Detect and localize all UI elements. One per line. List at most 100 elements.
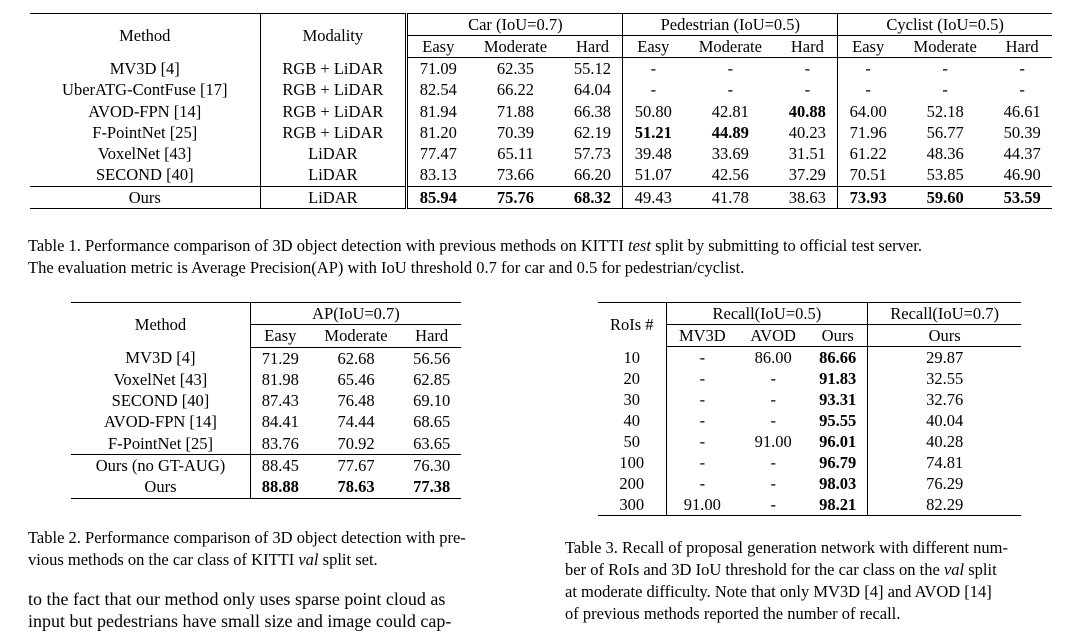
caption-text: at moderate difficulty. Note that only M…: [565, 582, 992, 601]
table-row: 20 - - 91.83 32.55: [598, 368, 1021, 389]
value-cell: -: [1019, 80, 1025, 100]
rois-cell: 200: [598, 473, 667, 494]
value-cell: 76.48: [337, 391, 375, 411]
value-cell: 42.56: [711, 165, 749, 185]
t3-header-recall-05: Recall(IoU=0.5): [666, 302, 869, 325]
value-cell: 88.45: [250, 454, 310, 477]
table-row: 100 - - 96.79 74.81: [598, 452, 1021, 473]
value-cell: 51.21: [634, 122, 672, 142]
value-cell: -: [770, 474, 776, 493]
value-cell: -: [777, 79, 839, 101]
value-cell: 31.51: [777, 143, 839, 165]
value-cell: 82.54: [419, 80, 457, 100]
value-cell: 65.11: [497, 144, 534, 164]
value-cell: 91.83: [808, 368, 869, 389]
caption-text: Table 1. Performance comparison of 3D ob…: [28, 236, 629, 255]
value-cell: -: [699, 348, 706, 367]
caption-text: vious methods on the car class of KITTI: [28, 550, 299, 569]
t1-header-modality: Modality: [260, 13, 409, 58]
table-row: Ours 88.88 78.63 77.38: [71, 476, 461, 499]
value-cell: 69.10: [413, 391, 451, 411]
value-cell: 62.19: [562, 121, 624, 144]
modality-cell: RGB + LiDAR: [260, 121, 409, 144]
value-cell: -: [770, 369, 776, 388]
method-cell: F-PointNet [25]: [30, 121, 261, 144]
value-cell: 65.46: [337, 369, 375, 389]
value-cell: -: [770, 453, 776, 472]
value-cell: 49.43: [622, 185, 684, 209]
value-cell: 61.22: [849, 144, 887, 164]
value-cell: 32.55: [926, 369, 964, 388]
t1-header-method: Method: [30, 13, 261, 58]
value-cell: 62.35: [496, 59, 535, 78]
table-row: 30 - - 93.31 32.76: [598, 389, 1021, 410]
value-cell: 59.60: [898, 185, 993, 209]
value-cell: -: [777, 57, 839, 80]
value-cell: 91.00: [683, 495, 721, 514]
rois-cell: 300: [598, 494, 667, 516]
value-cell: 95.55: [808, 410, 869, 431]
value-cell: 37.29: [777, 164, 839, 187]
t2-level: Hard: [402, 324, 461, 348]
value-cell: 66.20: [562, 164, 624, 187]
value-cell: 83.13: [419, 165, 457, 185]
table-row: F-PointNet [25] 83.76 70.92 63.65: [71, 432, 461, 455]
value-cell: 70.51: [849, 165, 887, 185]
modality-cell: LiDAR: [260, 143, 409, 165]
value-cell: 64.04: [562, 79, 624, 101]
value-cell: 96.01: [808, 431, 869, 452]
t2-header-method: Method: [71, 302, 251, 348]
t3-header-recall-07: Recall(IoU=0.7): [867, 302, 1021, 325]
value-cell: 46.90: [1003, 165, 1041, 185]
value-cell: 74.44: [337, 412, 375, 432]
value-cell: -: [770, 390, 776, 409]
t1-header-pedestrian: Pedestrian (IoU=0.5): [622, 13, 839, 36]
value-cell: 81.98: [261, 369, 299, 389]
t3-body: 10 - 86.00 86.66 29.87 20 - - 91.83 32.55 30 - - 93.3…: [598, 346, 1021, 516]
caption-text: The evaluation metric is Average Precisi…: [28, 258, 745, 277]
caption-text: split by submitting to official test ser…: [650, 236, 922, 255]
t2-level: Moderate: [309, 324, 403, 348]
value-cell: 40.23: [777, 121, 839, 144]
table-row: AVOD-FPN [14] RGB + LiDAR 81.94 71.88 66.38 5…: [30, 100, 1052, 122]
value-cell: 83.76: [261, 433, 299, 453]
value-cell: 44.89: [711, 122, 749, 142]
value-cell: 68.65: [413, 412, 451, 432]
table-row: 50 - 91.00 96.01 40.28: [598, 431, 1021, 452]
method-cell: AVOD-FPN [14]: [71, 411, 251, 433]
rois-cell: 20: [598, 368, 667, 389]
value-cell: 55.12: [562, 57, 624, 80]
value-cell: 85.94: [406, 185, 469, 209]
rois-cell: 40: [598, 410, 667, 431]
value-cell: 40.28: [926, 432, 964, 451]
value-cell: -: [699, 390, 706, 409]
value-cell: 88.88: [261, 477, 299, 497]
body-line: to the fact that our method only uses sp…: [28, 589, 446, 609]
value-cell: 76.29: [926, 474, 964, 493]
value-cell: -: [865, 80, 871, 100]
method-cell: VoxelNet [43]: [71, 368, 251, 391]
value-cell: 32.76: [926, 390, 964, 409]
t1-level: Hard: [777, 35, 839, 58]
value-cell: 66.38: [562, 100, 624, 122]
method-cell: UberATG-ContFuse [17]: [30, 79, 261, 101]
value-cell: 77.47: [419, 144, 457, 164]
t3-col: MV3D: [666, 324, 739, 347]
body-line: input but pedestrians have small size an…: [28, 611, 452, 631]
value-cell: 50.39: [1003, 122, 1041, 142]
method-cell: Ours: [30, 185, 261, 209]
value-cell: 56.56: [413, 348, 451, 368]
table-2-caption: Table 2. Performance comparison of 3D ob…: [28, 527, 523, 571]
table-1: Method Modality Car (IoU=0.7) Pedestrian…: [30, 13, 1052, 210]
value-cell: 87.43: [261, 391, 299, 411]
value-cell: 70.39: [496, 122, 535, 142]
value-cell: 56.77: [926, 122, 964, 142]
caption-emphasis: test: [628, 236, 651, 255]
caption-emphasis: val: [298, 550, 319, 569]
caption-text: of previous methods reported the number …: [565, 604, 901, 623]
t2-header-ap: AP(IoU=0.7): [250, 302, 461, 326]
value-cell: 52.18: [926, 101, 964, 121]
value-cell: 66.22: [496, 80, 535, 100]
t3-col: AVOD: [738, 324, 809, 347]
value-cell: 63.65: [413, 433, 451, 453]
